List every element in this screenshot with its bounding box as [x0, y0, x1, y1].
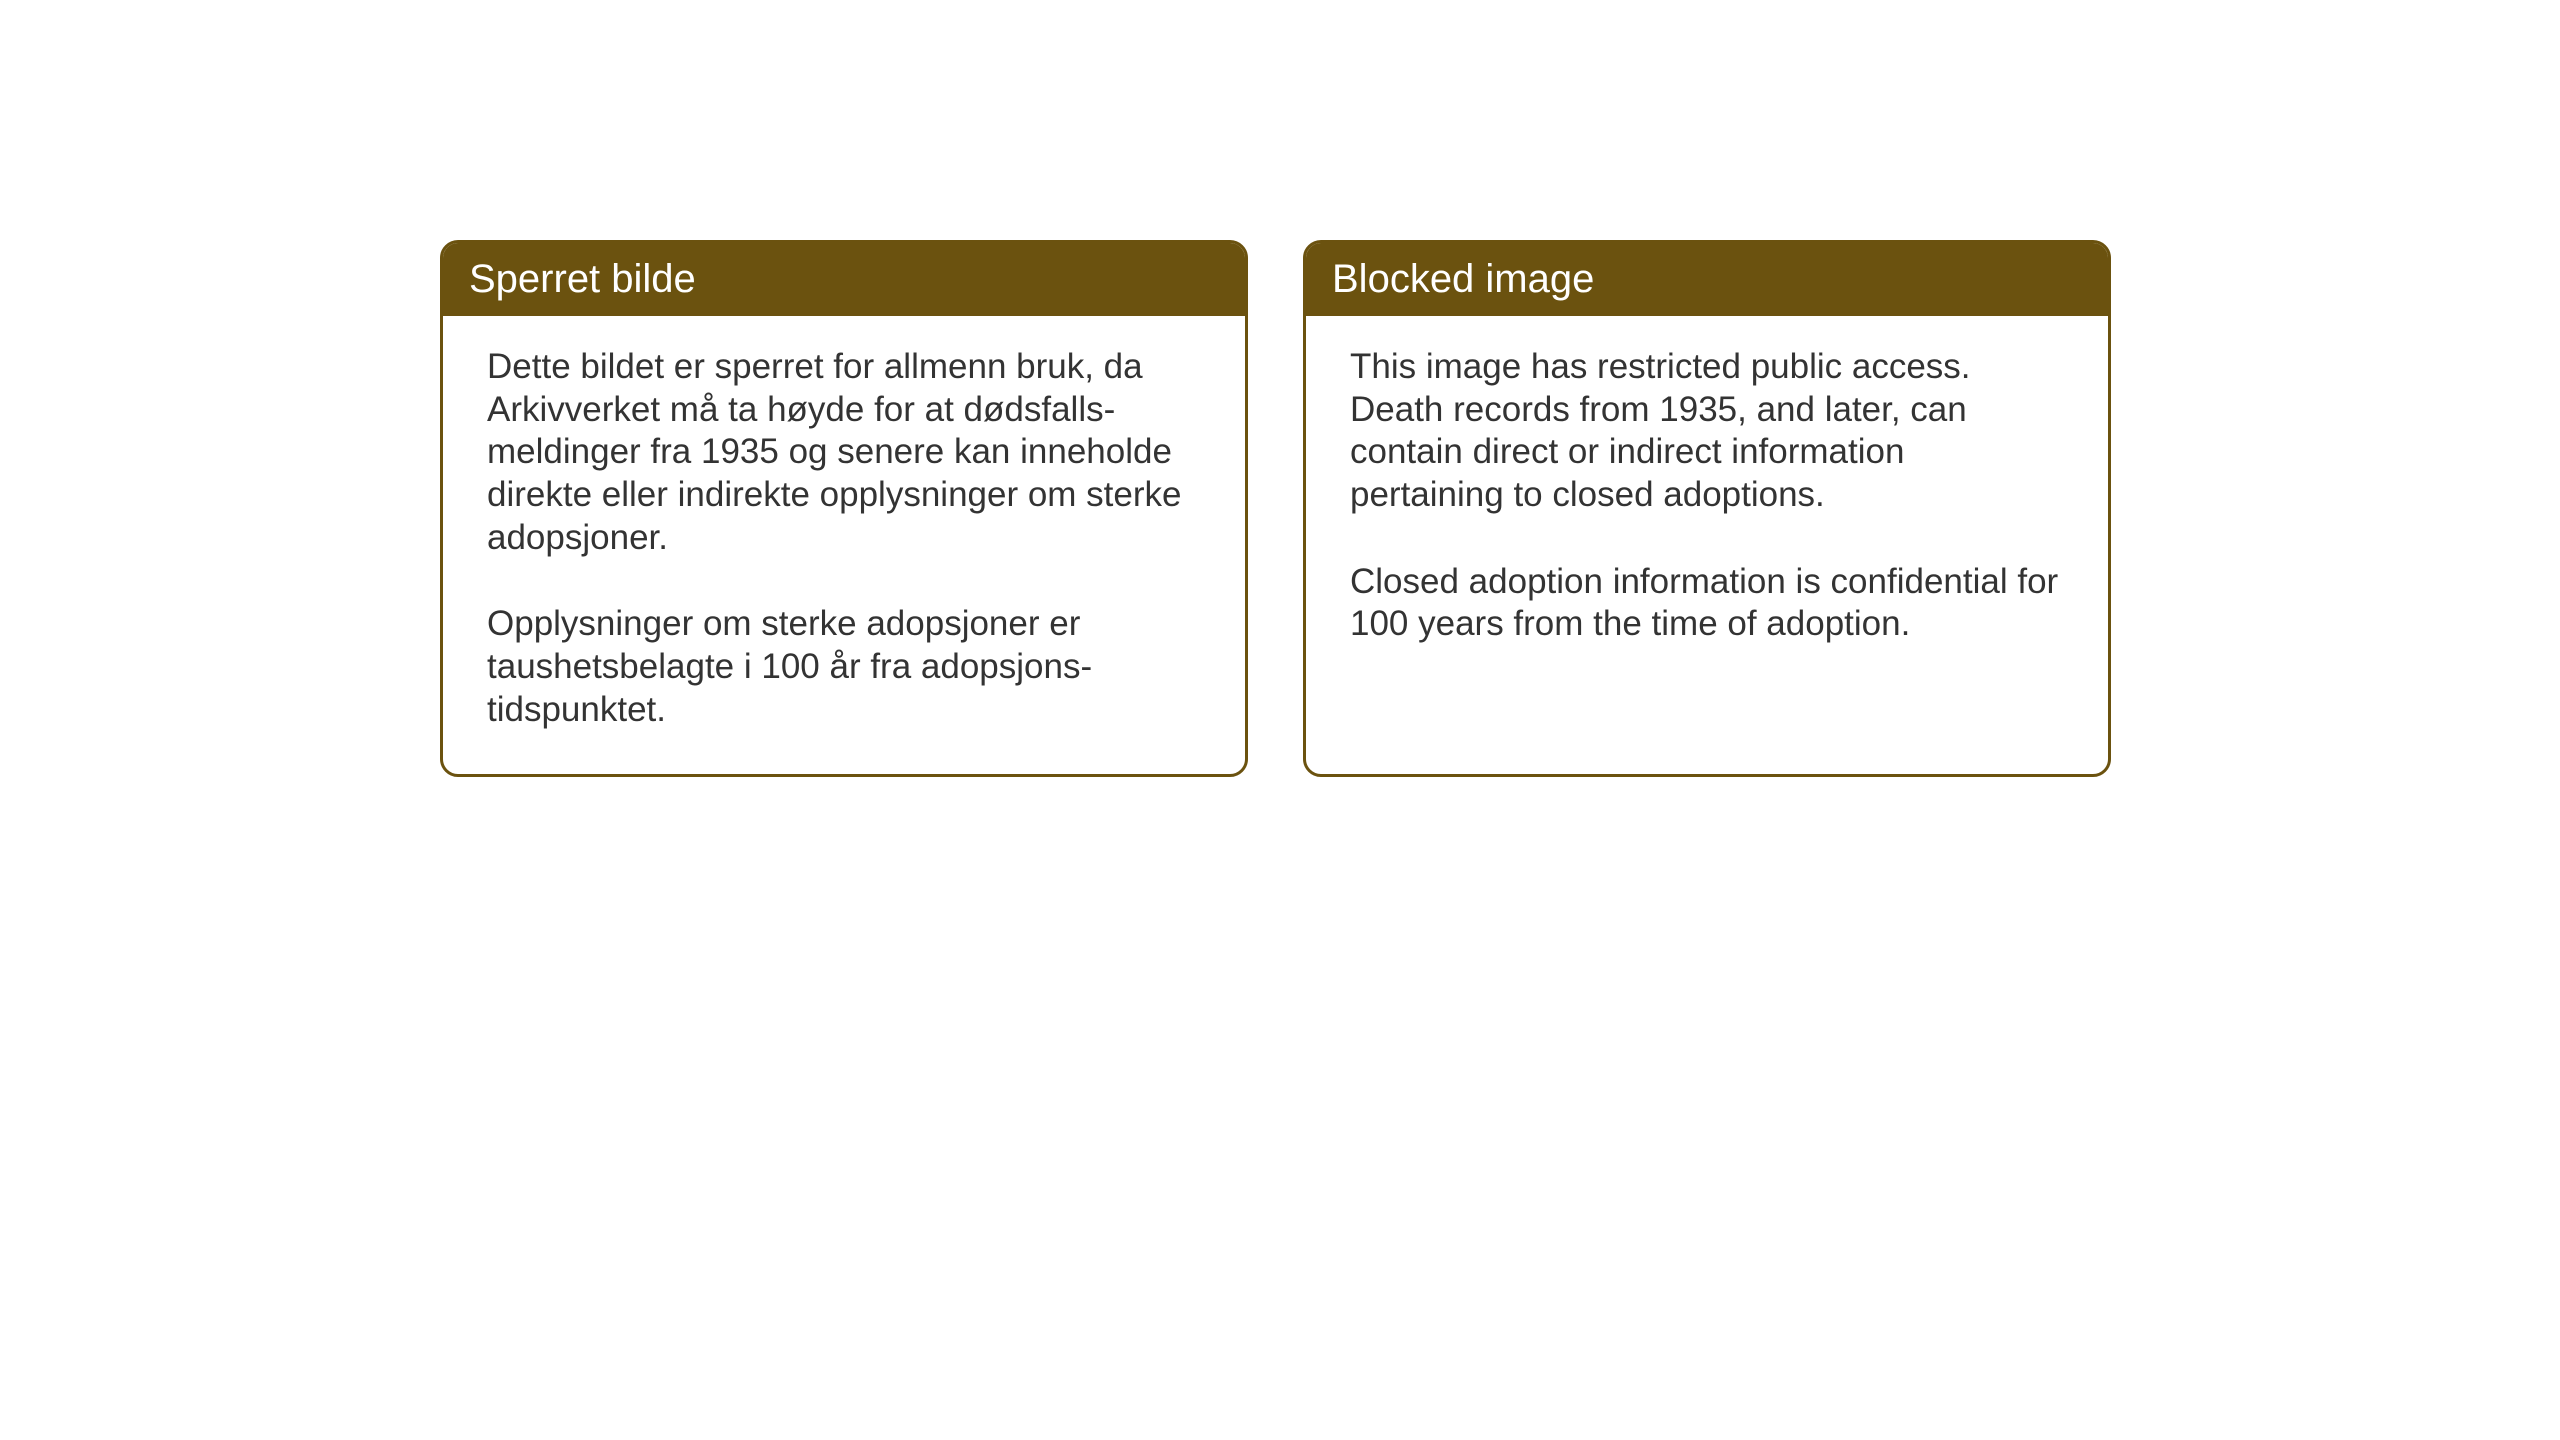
card-paragraph: Closed adoption information is confident…	[1350, 561, 2064, 646]
card-body-english: This image has restricted public access.…	[1306, 316, 2108, 688]
card-title: Sperret bilde	[469, 257, 696, 301]
card-paragraph: Opplysninger om sterke adopsjoner er tau…	[487, 603, 1201, 731]
card-header-norwegian: Sperret bilde	[443, 243, 1245, 316]
card-paragraph: Dette bildet er sperret for allmenn bruk…	[487, 346, 1201, 559]
notice-card-norwegian: Sperret bilde Dette bildet er sperret fo…	[440, 240, 1248, 777]
card-title: Blocked image	[1332, 257, 1594, 301]
card-header-english: Blocked image	[1306, 243, 2108, 316]
notice-cards-container: Sperret bilde Dette bildet er sperret fo…	[440, 240, 2111, 777]
notice-card-english: Blocked image This image has restricted …	[1303, 240, 2111, 777]
card-paragraph: This image has restricted public access.…	[1350, 346, 2064, 517]
card-body-norwegian: Dette bildet er sperret for allmenn bruk…	[443, 316, 1245, 774]
